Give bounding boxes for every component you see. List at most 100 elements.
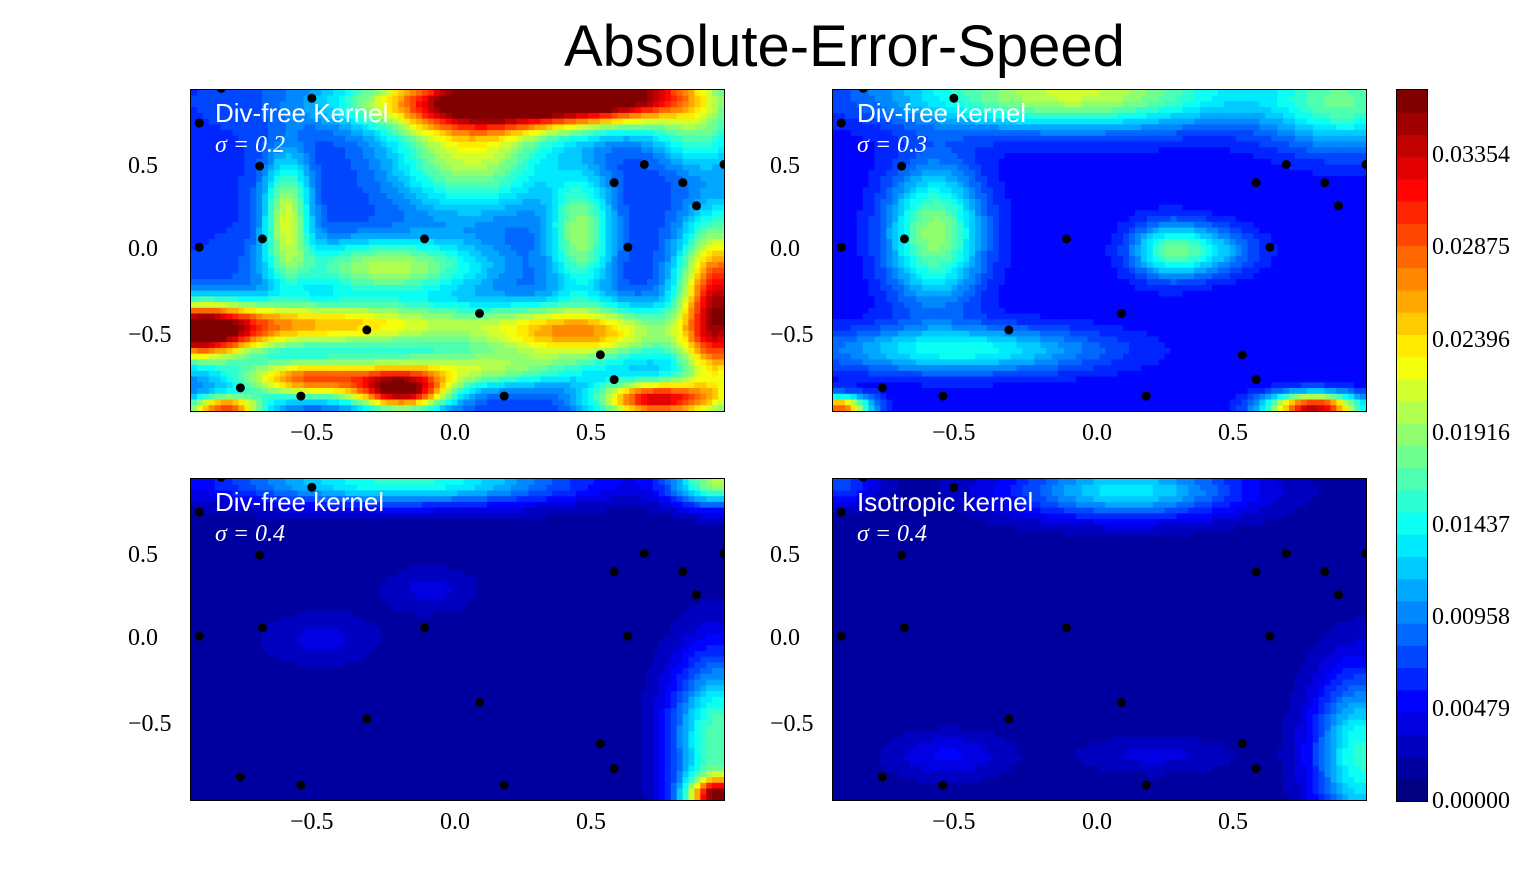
x-tick-label: 0.5 bbox=[576, 420, 606, 447]
sample-point bbox=[1237, 739, 1247, 749]
sample-point bbox=[1141, 780, 1151, 790]
colorbar-level bbox=[1397, 645, 1427, 669]
panel-sigma-label: σ = 0.2 bbox=[215, 132, 285, 159]
sample-point bbox=[296, 780, 306, 790]
sample-point bbox=[1004, 714, 1014, 724]
sample-point bbox=[877, 383, 887, 393]
colorbar-tick-label: 0.03354 bbox=[1432, 142, 1510, 169]
y-tick-label: 0.0 bbox=[128, 625, 158, 652]
sample-point bbox=[836, 118, 846, 128]
panel-sigma-label: σ = 0.3 bbox=[857, 132, 927, 159]
colorbar-level bbox=[1397, 223, 1427, 247]
heatmap-field bbox=[833, 479, 1366, 800]
sample-point bbox=[1117, 308, 1127, 318]
colorbar-level bbox=[1397, 556, 1427, 580]
sample-point bbox=[836, 631, 846, 641]
sample-point bbox=[595, 350, 605, 360]
x-tick-label: 0.0 bbox=[440, 420, 470, 447]
sample-point bbox=[1251, 567, 1261, 577]
sample-point bbox=[194, 118, 204, 128]
colorbar-tick-label: 0.00000 bbox=[1432, 788, 1510, 815]
heatmap-panel-3: Div-free kernel σ = 0.4 bbox=[190, 478, 725, 801]
y-tick-label: 0.0 bbox=[770, 625, 800, 652]
colorbar-level bbox=[1397, 401, 1427, 424]
sample-point bbox=[362, 325, 372, 335]
sample-point bbox=[859, 90, 868, 93]
sample-point bbox=[1320, 567, 1330, 577]
sample-point bbox=[1251, 178, 1261, 188]
sample-point bbox=[255, 550, 265, 560]
sample-point bbox=[1265, 631, 1275, 641]
colorbar-tick-label: 0.00958 bbox=[1432, 604, 1510, 631]
panel-sigma-label: σ = 0.4 bbox=[857, 521, 927, 548]
sample-point bbox=[1251, 375, 1261, 385]
sample-point bbox=[499, 780, 509, 790]
y-tick-label: 0.5 bbox=[128, 542, 158, 569]
sample-point bbox=[639, 159, 649, 169]
colorbar bbox=[1396, 89, 1428, 802]
heatmap-panel-2: Div-free kernel σ = 0.3 bbox=[832, 89, 1367, 412]
sample-point bbox=[1251, 764, 1261, 774]
figure-title: Absolute-Error-Speed bbox=[564, 18, 1125, 76]
sample-point bbox=[678, 567, 688, 577]
sample-point bbox=[938, 780, 948, 790]
x-tick-label: −0.5 bbox=[290, 420, 334, 447]
colorbar-level bbox=[1397, 289, 1427, 313]
sample-point bbox=[296, 391, 306, 401]
y-tick-label: −0.5 bbox=[128, 322, 172, 349]
colorbar-level bbox=[1397, 512, 1427, 535]
x-tick-label: −0.5 bbox=[932, 420, 976, 447]
sample-point bbox=[719, 159, 724, 169]
sample-point bbox=[836, 507, 846, 517]
sample-point bbox=[257, 623, 267, 633]
panel-title: Div-free kernel bbox=[215, 487, 384, 518]
sample-point bbox=[194, 631, 204, 641]
sample-point bbox=[609, 567, 619, 577]
sample-point bbox=[1062, 623, 1072, 633]
x-tick-label: −0.5 bbox=[290, 809, 334, 836]
colorbar-level bbox=[1397, 734, 1427, 758]
sample-point bbox=[1281, 548, 1291, 558]
sample-point bbox=[877, 772, 887, 782]
sample-point bbox=[609, 764, 619, 774]
y-tick-label: 0.5 bbox=[770, 542, 800, 569]
sample-point bbox=[499, 391, 509, 401]
x-tick-label: 0.0 bbox=[1082, 420, 1112, 447]
sample-point bbox=[307, 482, 317, 492]
y-tick-label: −0.5 bbox=[128, 711, 172, 738]
sample-point bbox=[420, 234, 430, 244]
x-tick-label: 0.0 bbox=[1082, 809, 1112, 836]
sample-point bbox=[1361, 548, 1366, 558]
colorbar-level bbox=[1397, 667, 1427, 691]
sample-point bbox=[257, 234, 267, 244]
sample-point bbox=[1117, 697, 1127, 707]
sample-point bbox=[719, 548, 724, 558]
sample-point bbox=[217, 90, 226, 93]
heatmap-field bbox=[191, 479, 724, 800]
sample-point bbox=[1141, 391, 1151, 401]
colorbar-level bbox=[1397, 534, 1427, 558]
colorbar-level bbox=[1397, 334, 1427, 358]
sample-point bbox=[235, 383, 245, 393]
colorbar-level bbox=[1397, 778, 1427, 801]
colorbar-level bbox=[1397, 178, 1427, 202]
colorbar-level bbox=[1397, 756, 1427, 780]
sample-point bbox=[235, 772, 245, 782]
colorbar-level bbox=[1397, 356, 1427, 380]
heatmap-panel-1: Div-free Kernel σ = 0.2 bbox=[190, 89, 725, 412]
colorbar-level bbox=[1397, 712, 1427, 735]
colorbar-tick-label: 0.01437 bbox=[1432, 512, 1510, 539]
sample-point bbox=[1334, 590, 1343, 600]
heatmap-panel-4: Isotropic kernel σ = 0.4 bbox=[832, 478, 1367, 801]
colorbar-level bbox=[1397, 689, 1427, 713]
y-tick-label: 0.5 bbox=[770, 153, 800, 180]
panel-title: Isotropic kernel bbox=[857, 487, 1033, 518]
sample-point bbox=[1004, 325, 1014, 335]
colorbar-level bbox=[1397, 156, 1427, 180]
sample-point bbox=[217, 479, 226, 482]
sample-point bbox=[1265, 242, 1275, 252]
colorbar-level bbox=[1397, 467, 1427, 491]
colorbar-level bbox=[1397, 601, 1427, 624]
sample-point bbox=[475, 308, 485, 318]
sample-point bbox=[692, 590, 701, 600]
